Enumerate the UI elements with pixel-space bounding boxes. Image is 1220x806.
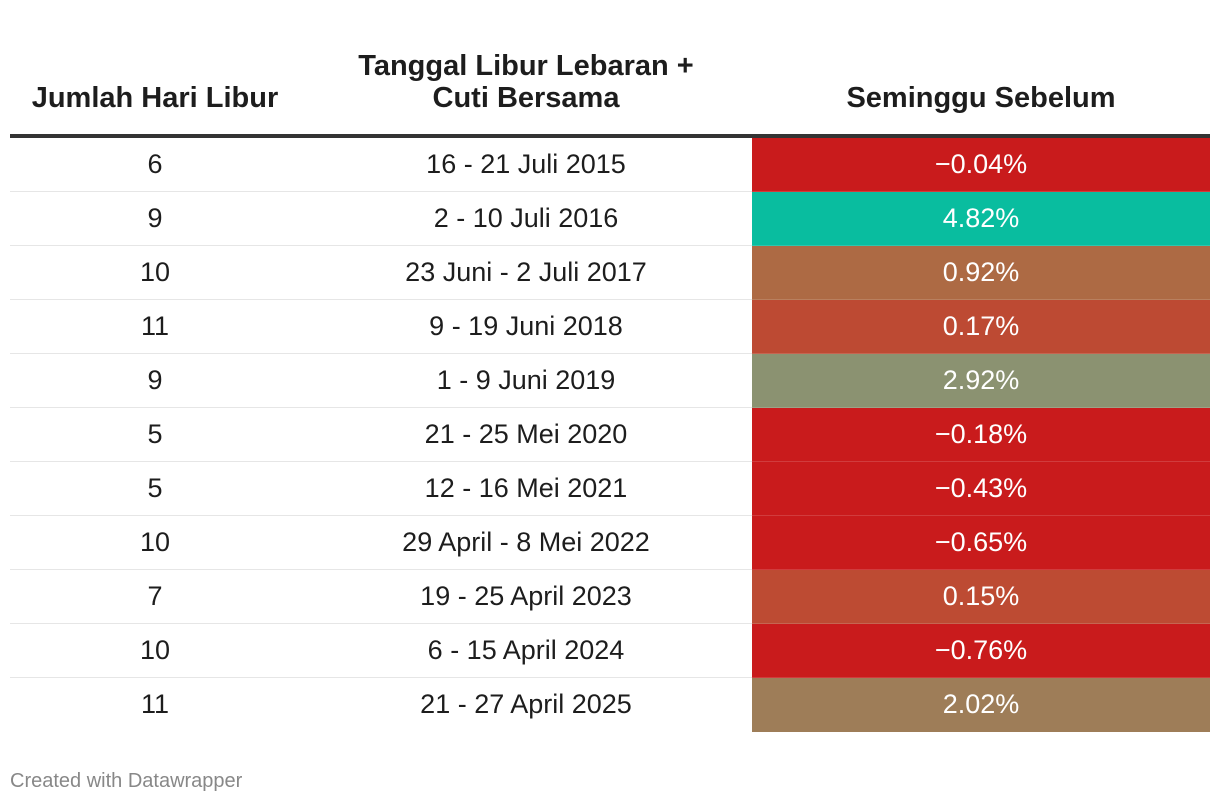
cell-dates: 12 - 16 Mei 2021 [300, 462, 752, 516]
cell-change: 4.82% [752, 192, 1210, 246]
cell-days: 9 [10, 192, 300, 246]
cell-dates: 29 April - 8 Mei 2022 [300, 516, 752, 570]
cell-days: 11 [140, 689, 170, 719]
table-row: 11 9 - 19 Juni 2018 0.17% [10, 300, 1210, 354]
cell-change: −0.76% [752, 624, 1210, 678]
cell-days: 10 [10, 246, 300, 300]
cell-change: 2.92% [752, 354, 1210, 408]
datawrapper-credit: Created with Datawrapper [10, 770, 243, 792]
cell-dates: 9 - 19 Juni 2018 [300, 300, 752, 354]
header-jumlah-hari-libur: Jumlah Hari Libur [31, 82, 279, 114]
header-seminggu-sebelum: Seminggu Sebelum [846, 82, 1116, 114]
table-body: 6 16 - 21 Juli 2015 −0.04% 9 2 - 10 Juli 201… [10, 138, 1210, 732]
data-table: Jumlah Hari Libur Tanggal Libur Lebaran … [10, 0, 1210, 732]
cell-change: 0.17% [752, 300, 1210, 354]
cell-dates: 16 - 21 Juli 2015 [300, 138, 752, 192]
header-tanggal-libur: Tanggal Libur Lebaran + Cuti Bersama [358, 50, 694, 114]
cell-change: −0.04% [752, 138, 1210, 192]
cell-days: 10 [10, 624, 300, 678]
table-row: 10 6 - 15 April 2024 −0.76% [10, 624, 1210, 678]
table-row: 7 19 - 25 April 2023 0.15% [10, 570, 1210, 624]
table-row: 11 21 - 27 April 2025 2.02% [10, 678, 1210, 732]
cell-dates: 21 - 27 April 2025 [420, 689, 632, 719]
cell-change: −0.18% [752, 408, 1210, 462]
cell-change: −0.43% [752, 462, 1210, 516]
cell-change: 2.02% [752, 678, 1210, 732]
cell-days: 9 [10, 354, 300, 408]
table-row: 10 29 April - 8 Mei 2022 −0.65% [10, 516, 1210, 570]
cell-days: 7 [10, 570, 300, 624]
cell-change: 0.15% [752, 570, 1210, 624]
table-row: 10 23 Juni - 2 Juli 2017 0.92% [10, 246, 1210, 300]
cell-dates: 6 - 15 April 2024 [300, 624, 752, 678]
cell-dates: 21 - 25 Mei 2020 [300, 408, 752, 462]
cell-dates: 1 - 9 Juni 2019 [300, 354, 752, 408]
cell-days: 10 [10, 516, 300, 570]
cell-days: 5 [10, 462, 300, 516]
cell-change: 0.92% [752, 246, 1210, 300]
cell-days: 11 [10, 300, 300, 354]
cell-days: 6 [10, 138, 300, 192]
cell-change: −0.65% [752, 516, 1210, 570]
table-row: 5 21 - 25 Mei 2020 −0.18% [10, 408, 1210, 462]
cell-days: 5 [10, 408, 300, 462]
table-row: 5 12 - 16 Mei 2021 −0.43% [10, 462, 1210, 516]
cell-dates: 2 - 10 Juli 2016 [300, 192, 752, 246]
table-header: Jumlah Hari Libur Tanggal Libur Lebaran … [10, 0, 1210, 138]
table-row: 6 16 - 21 Juli 2015 −0.04% [10, 138, 1210, 192]
cell-dates: 23 Juni - 2 Juli 2017 [300, 246, 752, 300]
cell-dates: 19 - 25 April 2023 [300, 570, 752, 624]
